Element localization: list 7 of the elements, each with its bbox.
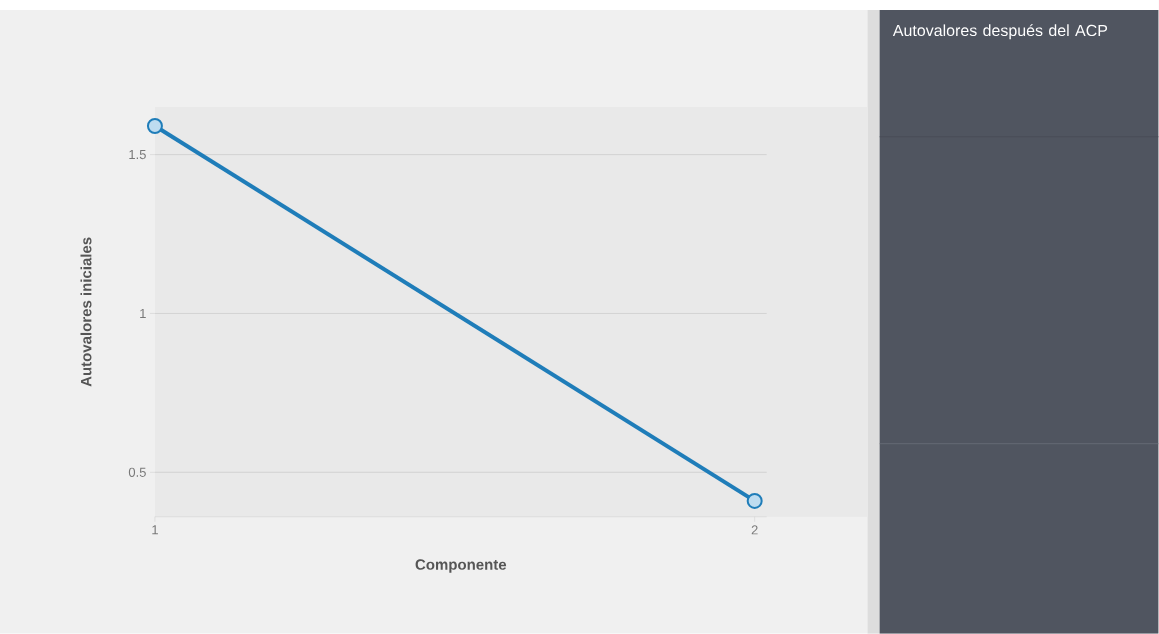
- y-tick-label: 0.5: [128, 467, 146, 478]
- y-tick-label: 1.5: [129, 150, 146, 160]
- y-tick-label: 1: [140, 309, 146, 319]
- y-axis-title: Autovalores iniciales: [80, 237, 92, 387]
- text: Autovalores después del ACP: [892, 24, 1108, 40]
- x-axis-title: Componente: [415, 559, 507, 573]
- x-tick-label: 2: [751, 525, 758, 535]
